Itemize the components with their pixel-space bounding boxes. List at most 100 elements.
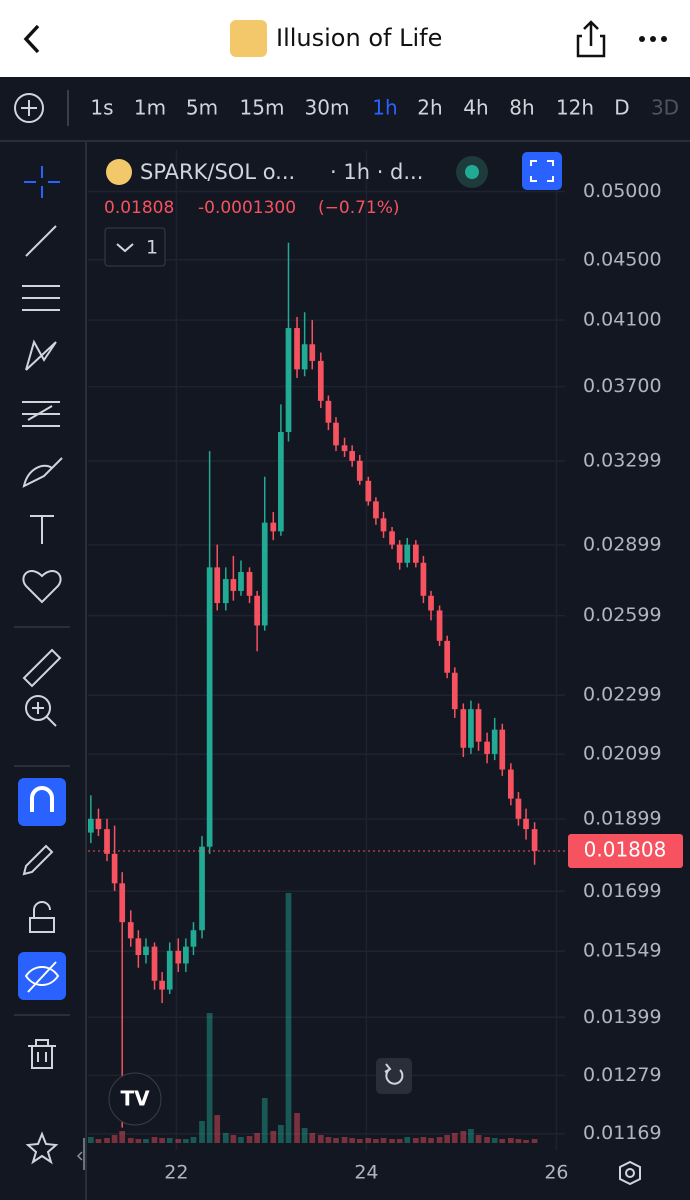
- interval-button[interactable]: 12h: [556, 96, 594, 120]
- candle-body: [396, 544, 403, 563]
- volume-bar: [278, 1125, 284, 1143]
- candle-body: [341, 445, 348, 452]
- candle-body: [484, 741, 490, 754]
- ruler-tool[interactable]: [22, 648, 62, 688]
- y-tick-label: 0.03700: [583, 375, 662, 397]
- y-tick-label: 0.01549: [583, 940, 662, 962]
- reset-button[interactable]: [376, 1058, 412, 1094]
- candle-body: [499, 729, 506, 770]
- interval-button[interactable]: D: [614, 96, 629, 120]
- volume-bar: [468, 1129, 474, 1143]
- interval-button[interactable]: 3D: [651, 96, 679, 120]
- fib-tool[interactable]: [22, 285, 60, 311]
- fullscreen-button[interactable]: [522, 152, 562, 190]
- forecast-tool[interactable]: [22, 401, 60, 427]
- y-tick-label: 0.03299: [583, 450, 662, 472]
- candle-body: [238, 572, 244, 591]
- candle-body: [214, 567, 221, 604]
- candle-body: [451, 672, 458, 710]
- interval-button[interactable]: 2h: [417, 96, 442, 120]
- share-button[interactable]: [576, 20, 606, 58]
- candle-body: [373, 501, 379, 519]
- volume-bar: [270, 1131, 277, 1143]
- volume-bar: [246, 1136, 253, 1143]
- back-button[interactable]: [23, 24, 40, 54]
- y-tick-label: 0.01399: [583, 1006, 662, 1028]
- volume-bar: [523, 1140, 529, 1143]
- favorite-tool[interactable]: [22, 570, 62, 604]
- candle-body: [515, 798, 522, 819]
- collapse-toolbar[interactable]: [76, 1138, 85, 1170]
- more-button[interactable]: [639, 36, 667, 42]
- y-tick-label: 0.04500: [583, 248, 662, 270]
- symbol-details: · 1h · d...: [330, 160, 423, 184]
- delete-tool[interactable]: [28, 1039, 56, 1069]
- volume-bar: [206, 1013, 213, 1143]
- volume-bar: [507, 1138, 514, 1143]
- y-tick-label: 0.01899: [583, 808, 662, 830]
- drawing-toolbar: [0, 142, 86, 1200]
- candle-body: [523, 818, 529, 830]
- y-tick-label: 0.01169: [583, 1122, 662, 1144]
- pattern-tool[interactable]: [25, 339, 57, 371]
- candle-body: [278, 432, 284, 532]
- candle-body: [88, 818, 94, 833]
- zoom-tool[interactable]: [25, 695, 57, 727]
- candle-body: [309, 344, 316, 361]
- add-button[interactable]: [14, 93, 44, 123]
- change-text: -0.0001300: [198, 198, 296, 218]
- interval-button[interactable]: 1s: [90, 96, 113, 120]
- candle-body: [507, 769, 514, 799]
- interval-button[interactable]: 30m: [305, 96, 350, 120]
- interval-button[interactable]: 1h: [372, 96, 397, 120]
- volume-bar: [166, 1138, 173, 1143]
- tv-logo-mark: TV: [120, 1087, 150, 1111]
- brush-tool[interactable]: [22, 457, 63, 488]
- candle-body: [531, 829, 538, 851]
- volume-bar: [151, 1137, 158, 1143]
- volume-bar: [238, 1137, 244, 1143]
- volume-bar: [341, 1137, 348, 1143]
- indicator-count: 1: [146, 237, 158, 259]
- candle-body: [183, 946, 189, 964]
- lock-draw-tool[interactable]: [22, 844, 54, 876]
- magnet-icon: [30, 786, 54, 812]
- candle-body: [444, 640, 451, 673]
- interval-button[interactable]: 5m: [186, 96, 218, 120]
- interval-button[interactable]: 8h: [509, 96, 534, 120]
- volume-bar: [104, 1138, 110, 1143]
- volume-bar: [214, 1115, 221, 1143]
- symbol-avatar: [106, 159, 132, 185]
- x-tick-label: 22: [164, 1162, 188, 1184]
- magnet-tool[interactable]: [18, 778, 66, 826]
- volume-bar: [349, 1138, 356, 1143]
- volume-bar: [451, 1133, 458, 1143]
- settings-button[interactable]: [619, 1160, 641, 1186]
- plot-area: 22 24 26 0.05000 0.04500 0.04100 0.03700 0.0329…: [88, 150, 683, 1184]
- candle-body: [104, 829, 110, 854]
- settings-icon: [625, 1168, 635, 1178]
- favorites-button[interactable]: [25, 1131, 59, 1165]
- volume-bar: [389, 1139, 395, 1143]
- candle-body: [166, 950, 173, 990]
- interval-button[interactable]: 1m: [134, 96, 166, 120]
- text-tool[interactable]: [30, 515, 54, 544]
- volume-bar: [135, 1139, 142, 1143]
- candle-body: [175, 950, 182, 964]
- unlock-tool[interactable]: [29, 901, 55, 933]
- candle-body: [365, 480, 372, 502]
- volume-bar: [325, 1137, 332, 1143]
- candle-body: [475, 709, 482, 742]
- candle-body: [246, 572, 253, 596]
- interval-button[interactable]: 15m: [240, 96, 285, 120]
- symbol-name[interactable]: SPARK/SOL o...: [140, 160, 295, 184]
- crosshair-tool[interactable]: [24, 166, 60, 198]
- collapse-button[interactable]: [104, 227, 166, 267]
- interval-button[interactable]: 4h: [463, 96, 488, 120]
- candle-body: [491, 729, 498, 754]
- candle-body: [270, 522, 277, 532]
- trendline-tool[interactable]: [25, 225, 57, 257]
- tv-logo[interactable]: [108, 1072, 162, 1126]
